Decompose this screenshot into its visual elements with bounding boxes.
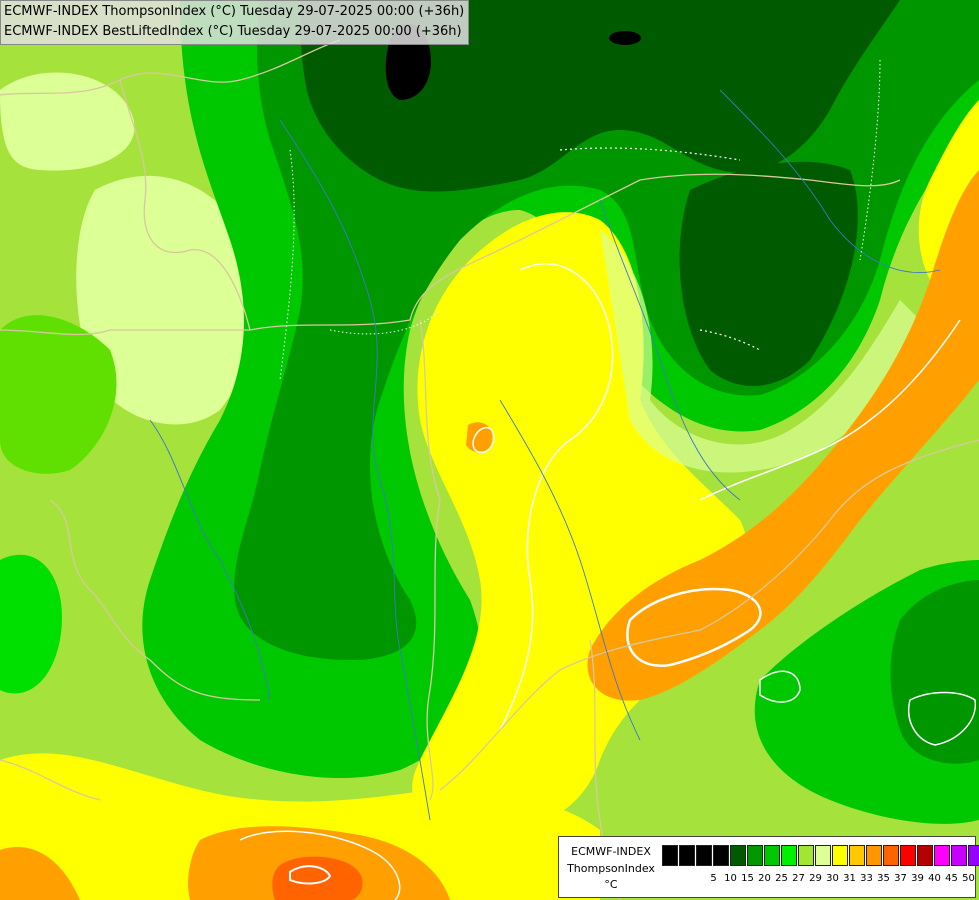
title-best-lifted-index: ECMWF-INDEX BestLiftedIndex (°C) Tuesday… <box>4 24 462 39</box>
field-region-darkgreen-southeast <box>890 580 979 764</box>
legend-swatch <box>900 845 916 866</box>
legend-swatch <box>696 845 712 866</box>
contour-line-9 <box>559 147 761 351</box>
legend-model-label: ECMWF-INDEX <box>571 845 651 858</box>
field-region-orange-southwest <box>0 847 80 900</box>
legend-swatch <box>662 845 678 866</box>
contour-line-5 <box>908 691 976 746</box>
field-region-yellow-northeast <box>918 100 979 280</box>
legend-swatch <box>951 845 967 866</box>
field-region-green-west <box>0 315 117 474</box>
legend-swatch <box>747 845 763 866</box>
field-region-pale-center <box>600 230 930 473</box>
legend-tick-label: 31 <box>843 873 856 884</box>
legend-unit-label: °C <box>604 878 618 891</box>
legend-swatch <box>713 845 729 866</box>
rivers <box>149 89 941 821</box>
color-legend: ECMWF-INDEX ThompsonIndex °C 5 10 15 20 25 27… <box>558 836 979 898</box>
contour-line-7 <box>289 865 332 885</box>
legend-tick-label: 25 <box>775 873 788 884</box>
legend-swatch <box>917 845 933 866</box>
contour-line-6 <box>759 670 801 703</box>
contour-line-3 <box>499 263 614 731</box>
legend-swatch <box>815 845 831 866</box>
field-region-yellow-south <box>0 753 600 900</box>
legend-tick-label: 45 <box>945 873 958 884</box>
legend-tick-label: 29 <box>809 873 822 884</box>
legend-ticks: 51015202527293031333537394045505560 <box>705 873 979 884</box>
legend-swatch <box>866 845 882 866</box>
map-title-box: ECMWF-INDEX ThompsonIndex (°C) Tuesday 2… <box>0 0 470 45</box>
legend-tick-label: 35 <box>877 873 890 884</box>
field-region-darkest-north <box>300 0 900 192</box>
legend-swatch <box>781 845 797 866</box>
legend-swatch <box>849 845 865 866</box>
legend-tick-label: 40 <box>928 873 941 884</box>
field-region-red-south <box>272 856 363 900</box>
field-region-pale-northwest <box>0 72 135 171</box>
field-region-darkest-east <box>679 161 858 387</box>
legend-swatch <box>679 845 695 866</box>
legend-swatches <box>662 845 979 866</box>
field-region-pale-west <box>76 175 258 425</box>
title-thompson-index: ECMWF-INDEX ThompsonIndex (°C) Tuesday 2… <box>4 4 465 19</box>
legend-swatch <box>968 845 979 866</box>
legend-tick-label: 37 <box>894 873 907 884</box>
field-region-orange-east <box>587 170 979 701</box>
contour-line-8 <box>239 830 401 900</box>
field-region-black-small <box>609 31 641 45</box>
legend-swatch <box>883 845 899 866</box>
legend-swatch <box>798 845 814 866</box>
legend-tick-label: 50 <box>962 873 975 884</box>
legend-swatch <box>832 845 848 866</box>
legend-tick-label: 30 <box>826 873 839 884</box>
legend-swatch <box>730 845 746 866</box>
contour-line-1 <box>626 587 762 668</box>
legend-swatch <box>764 845 780 866</box>
country-borders <box>0 39 979 900</box>
legend-tick-label: 5 <box>710 873 717 884</box>
legend-tick-label: 27 <box>792 873 805 884</box>
field-region-green-southwest <box>0 554 62 694</box>
legend-index-label: ThompsonIndex <box>567 862 655 875</box>
legend-tick-label: 33 <box>860 873 873 884</box>
legend-tick-label: 20 <box>758 873 771 884</box>
legend-tick-label: 10 <box>724 873 737 884</box>
contour-line-2 <box>472 427 495 453</box>
legend-tick-label: 15 <box>741 873 754 884</box>
legend-swatch <box>934 845 950 866</box>
contour-line-4 <box>699 319 961 501</box>
admin-boundaries <box>279 59 881 381</box>
legend-tick-label: 39 <box>911 873 924 884</box>
